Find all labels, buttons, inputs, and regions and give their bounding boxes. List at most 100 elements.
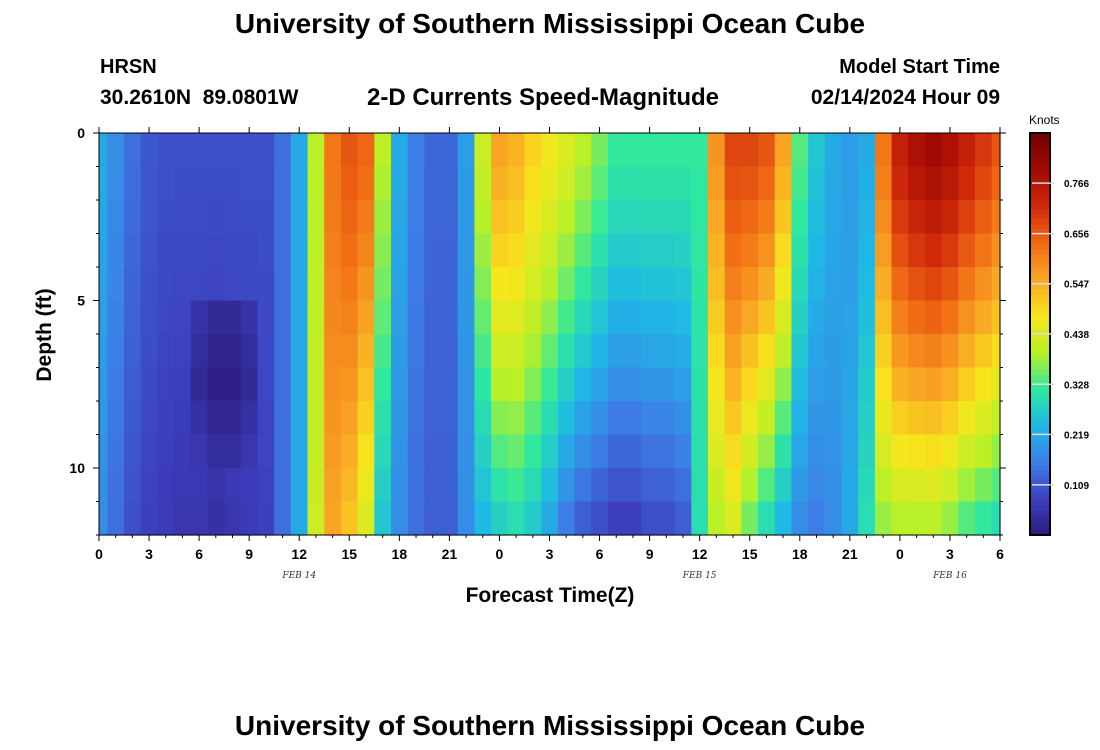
heatmap-cell: [390, 133, 409, 168]
heatmap-cell: [524, 200, 542, 235]
heatmap-cell: [691, 367, 709, 402]
heatmap-cell: [557, 334, 576, 369]
heatmap-cell: [741, 133, 759, 168]
heatmap-cell: [474, 334, 492, 369]
heatmap-cell: [340, 468, 359, 503]
heatmap-cell: [791, 166, 809, 201]
heatmap-cell: [691, 468, 709, 503]
heatmap-cell: [891, 434, 909, 469]
heatmap-cell: [808, 133, 826, 168]
heatmap-cell: [974, 401, 993, 436]
heatmap-cell: [841, 434, 859, 469]
heatmap-cell: [474, 300, 492, 335]
heatmap-cell: [591, 133, 609, 168]
heatmap-cell: [758, 334, 776, 369]
heatmap-cell: [407, 501, 425, 536]
heatmap-cell: [207, 434, 225, 469]
heatmap-cell: [791, 133, 809, 168]
x-tick-label: 9: [646, 546, 654, 562]
heatmap-cell: [424, 233, 442, 268]
heatmap-cell: [441, 233, 459, 268]
heatmap-cell: [357, 233, 375, 268]
heatmap-cell: [958, 200, 976, 235]
heatmap-cell: [99, 367, 108, 402]
heatmap-cell: [207, 166, 225, 201]
x-tick-label: 6: [996, 546, 1004, 562]
heatmap-cell: [340, 501, 359, 536]
heatmap-cell: [908, 367, 926, 402]
heatmap-cell: [457, 468, 476, 503]
heatmap-cell: [441, 434, 459, 469]
heatmap-cell: [791, 434, 809, 469]
heatmap-cell: [190, 133, 209, 168]
x-tick-label: 12: [692, 546, 708, 562]
heatmap-cell: [774, 434, 793, 469]
heatmap-cell: [541, 501, 559, 536]
heatmap-cell: [574, 233, 592, 268]
heatmap-cell: [908, 401, 926, 436]
heatmap-cell: [808, 401, 826, 436]
heatmap-cell: [541, 233, 559, 268]
heatmap-cell: [190, 367, 209, 402]
colorbar-segment: [1030, 253, 1050, 260]
heatmap-cell: [357, 267, 375, 302]
heatmap-cell: [607, 233, 626, 268]
heatmap-cell: [441, 367, 459, 402]
heatmap-cell: [591, 501, 609, 536]
heatmap-cell: [307, 267, 325, 302]
heatmap-cell: [641, 501, 659, 536]
heatmap-cell: [224, 133, 242, 168]
heatmap-cell: [791, 267, 809, 302]
heatmap-cell: [574, 468, 592, 503]
heatmap-cell: [674, 401, 692, 436]
heatmap-cell: [958, 501, 976, 536]
heatmap-cell: [724, 166, 742, 201]
x-tick-label: 6: [596, 546, 604, 562]
heatmap-cell: [324, 468, 342, 503]
heatmap-cell: [808, 166, 826, 201]
heatmap-cell: [991, 334, 1001, 369]
heatmap-cell: [524, 133, 542, 168]
heatmap-cell: [357, 334, 375, 369]
heatmap-cell: [574, 267, 592, 302]
colorbar-segment: [1030, 208, 1050, 215]
colorbar-segment: [1030, 394, 1050, 400]
heatmap-cell: [841, 267, 859, 302]
heatmap-cell: [174, 367, 192, 402]
heatmap-cell: [457, 434, 476, 469]
heatmap-cell: [841, 166, 859, 201]
colorbar-segment: [1030, 509, 1050, 516]
heatmap-cell: [307, 233, 325, 268]
heatmap-cell: [624, 166, 642, 201]
heatmap-cell: [724, 233, 742, 268]
heatmap-cell: [107, 166, 125, 201]
heatmap-cell: [99, 334, 108, 369]
heatmap-cell: [457, 501, 476, 536]
heatmap-cell: [374, 401, 392, 436]
heatmap-cell: [374, 200, 392, 235]
heatmap-cell: [791, 468, 809, 503]
heatmap-cell: [174, 267, 192, 302]
heatmap-cell: [758, 233, 776, 268]
colorbar-segment: [1030, 484, 1050, 491]
heatmap-cell: [190, 401, 209, 436]
heatmap-cell: [541, 166, 559, 201]
heatmap-cell: [441, 133, 459, 168]
heatmap-cell: [641, 267, 659, 302]
colorbar-segment: [1030, 519, 1050, 526]
heatmap-cell: [974, 434, 993, 469]
heatmap-cell: [974, 300, 993, 335]
heatmap-cell: [908, 166, 926, 201]
heatmap-cell: [691, 166, 709, 201]
colorbar-segment: [1030, 389, 1050, 395]
colorbar-segment: [1030, 479, 1050, 486]
heatmap-cell: [207, 468, 225, 503]
heatmap-cell: [441, 300, 459, 335]
heatmap-cell: [491, 501, 509, 536]
heatmap-cell: [324, 501, 342, 536]
heatmap-cell: [290, 434, 309, 469]
heatmap-cell: [924, 267, 943, 302]
heatmap-cell: [357, 367, 375, 402]
heatmap-cell: [224, 334, 242, 369]
